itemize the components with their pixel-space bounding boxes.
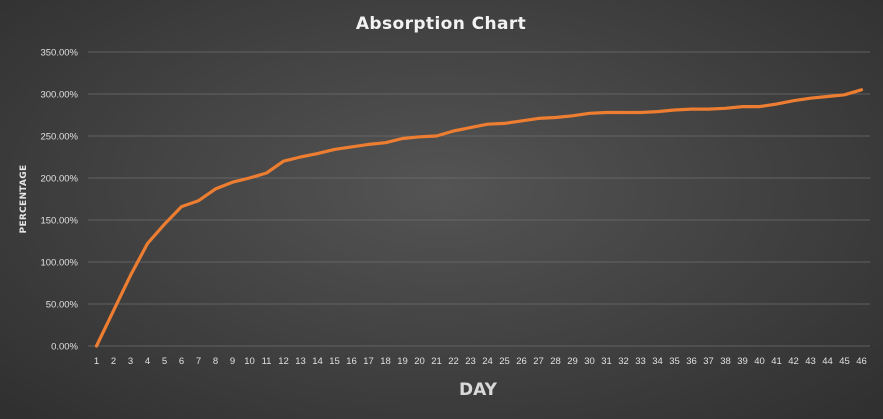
y-tick-label: 100.00% <box>40 258 78 269</box>
x-tick-label: 25 <box>499 356 510 367</box>
x-tick-label: 17 <box>363 356 374 367</box>
x-tick-label: 2 <box>111 356 116 367</box>
chart-title: Absorption Chart <box>356 14 526 34</box>
x-tick-label: 35 <box>669 356 680 367</box>
x-tick-label: 26 <box>516 356 527 367</box>
x-tick-label: 10 <box>244 356 255 367</box>
x-tick-label: 5 <box>162 356 167 367</box>
x-tick-label: 27 <box>533 356 544 367</box>
x-tick-label: 38 <box>720 356 731 367</box>
x-tick-label: 43 <box>805 356 816 367</box>
x-tick-label: 42 <box>788 356 799 367</box>
x-tick-label: 34 <box>652 356 663 367</box>
x-tick-label: 29 <box>567 356 578 367</box>
x-tick-label: 33 <box>635 356 646 367</box>
x-tick-label: 11 <box>262 356 272 367</box>
x-tick-label: 6 <box>179 356 184 367</box>
y-tick-label: 250.00% <box>40 132 78 143</box>
y-tick-label: 350.00% <box>40 48 78 59</box>
x-tick-label: 4 <box>145 356 150 367</box>
x-tick-label: 20 <box>414 356 425 367</box>
x-tick-label: 12 <box>278 356 289 367</box>
y-tick-label: 0.00% <box>51 342 78 353</box>
x-tick-label: 7 <box>196 356 201 367</box>
x-tick-label: 30 <box>584 356 595 367</box>
x-tick-label: 13 <box>295 356 306 367</box>
x-tick-label: 45 <box>839 356 850 367</box>
x-tick-label: 44 <box>822 356 833 367</box>
y-tick-label: 300.00% <box>40 90 78 101</box>
x-tick-label: 39 <box>737 356 748 367</box>
x-tick-label: 15 <box>329 356 340 367</box>
x-tick-label: 16 <box>346 356 357 367</box>
x-tick-label: 18 <box>380 356 391 367</box>
x-tick-label: 46 <box>856 356 867 367</box>
x-tick-label: 40 <box>754 356 765 367</box>
x-tick-label: 41 <box>771 356 782 367</box>
y-tick-label: 200.00% <box>40 174 78 185</box>
y-axis-ticks: 0.00% 50.00% 100.00% 150.00% 200.00% 250.00% 3… <box>40 48 78 353</box>
x-tick-label: 22 <box>448 356 459 367</box>
y-tick-label: 150.00% <box>40 216 78 227</box>
x-tick-label: 24 <box>482 356 493 367</box>
x-tick-label: 32 <box>618 356 629 367</box>
x-axis-ticks: 1 2 3 4 5 6 7 8 9 10 11 12 13 14 15 16 17 18 19 20 21 22 23 24 2… <box>94 356 867 367</box>
y-tick-label: 50.00% <box>46 300 79 311</box>
x-tick-label: 3 <box>128 356 133 367</box>
x-tick-label: 14 <box>312 356 323 367</box>
x-tick-label: 36 <box>686 356 697 367</box>
y-axis-label: PERCENTAGE <box>19 165 29 234</box>
gridlines <box>88 51 870 347</box>
x-axis-label: DAY <box>459 380 498 400</box>
x-tick-label: 37 <box>703 356 714 367</box>
x-tick-label: 28 <box>550 356 561 367</box>
x-tick-label: 9 <box>230 356 235 367</box>
series-line <box>94 88 864 348</box>
x-tick-label: 1 <box>94 356 99 367</box>
x-tick-label: 21 <box>431 356 442 367</box>
x-tick-label: 23 <box>465 356 476 367</box>
x-tick-label: 8 <box>213 356 218 367</box>
x-tick-label: 31 <box>601 356 612 367</box>
series-layer <box>94 88 864 348</box>
x-tick-label: 19 <box>397 356 408 367</box>
